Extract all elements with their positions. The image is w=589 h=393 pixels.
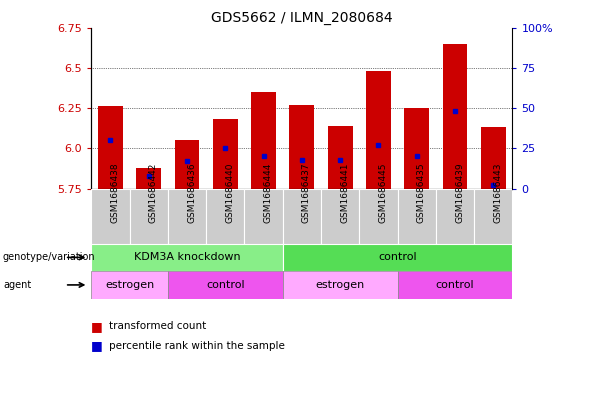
Text: control: control <box>378 252 417 263</box>
Text: GSM1686444: GSM1686444 <box>263 163 273 223</box>
Text: GSM1686442: GSM1686442 <box>148 163 158 223</box>
Text: GSM1686443: GSM1686443 <box>493 163 502 223</box>
Bar <box>130 189 168 244</box>
Text: GSM1686438: GSM1686438 <box>111 163 120 223</box>
Bar <box>136 168 161 189</box>
Bar <box>283 244 512 271</box>
Bar <box>98 107 123 189</box>
Text: GSM1686440: GSM1686440 <box>225 163 234 223</box>
Text: control: control <box>436 280 474 290</box>
Bar <box>289 105 315 189</box>
Text: percentile rank within the sample: percentile rank within the sample <box>109 341 285 351</box>
Bar <box>442 44 468 189</box>
Text: GSM1686437: GSM1686437 <box>302 163 311 223</box>
Text: GSM1686445: GSM1686445 <box>378 163 388 223</box>
Bar <box>168 271 283 299</box>
Bar <box>91 271 168 299</box>
Bar <box>398 271 512 299</box>
Text: transformed count: transformed count <box>109 321 206 331</box>
Bar <box>436 189 474 244</box>
Text: control: control <box>206 280 244 290</box>
Bar <box>91 244 283 271</box>
Text: genotype/variation: genotype/variation <box>3 252 95 263</box>
Bar <box>398 189 436 244</box>
Text: ■: ■ <box>91 339 103 353</box>
Bar <box>251 92 276 189</box>
Text: agent: agent <box>3 280 31 290</box>
Text: GSM1686439: GSM1686439 <box>455 163 464 223</box>
Text: GSM1686436: GSM1686436 <box>187 163 196 223</box>
Bar <box>244 189 283 244</box>
Bar <box>474 189 512 244</box>
Text: ■: ■ <box>91 320 103 333</box>
Text: KDM3A knockdown: KDM3A knockdown <box>134 252 240 263</box>
Bar <box>168 189 206 244</box>
Text: GSM1686441: GSM1686441 <box>340 163 349 223</box>
Text: estrogen: estrogen <box>316 280 365 290</box>
Bar <box>283 189 321 244</box>
Text: GSM1686435: GSM1686435 <box>416 163 426 223</box>
Bar <box>206 189 244 244</box>
Bar <box>91 189 130 244</box>
Bar <box>366 71 391 189</box>
Bar <box>481 127 506 189</box>
Bar <box>359 189 398 244</box>
Title: GDS5662 / ILMN_2080684: GDS5662 / ILMN_2080684 <box>211 11 393 25</box>
Bar <box>404 108 429 189</box>
Bar <box>283 271 398 299</box>
Bar <box>321 189 359 244</box>
Bar <box>213 119 238 189</box>
Text: estrogen: estrogen <box>105 280 154 290</box>
Bar <box>327 126 353 189</box>
Bar <box>174 140 200 189</box>
